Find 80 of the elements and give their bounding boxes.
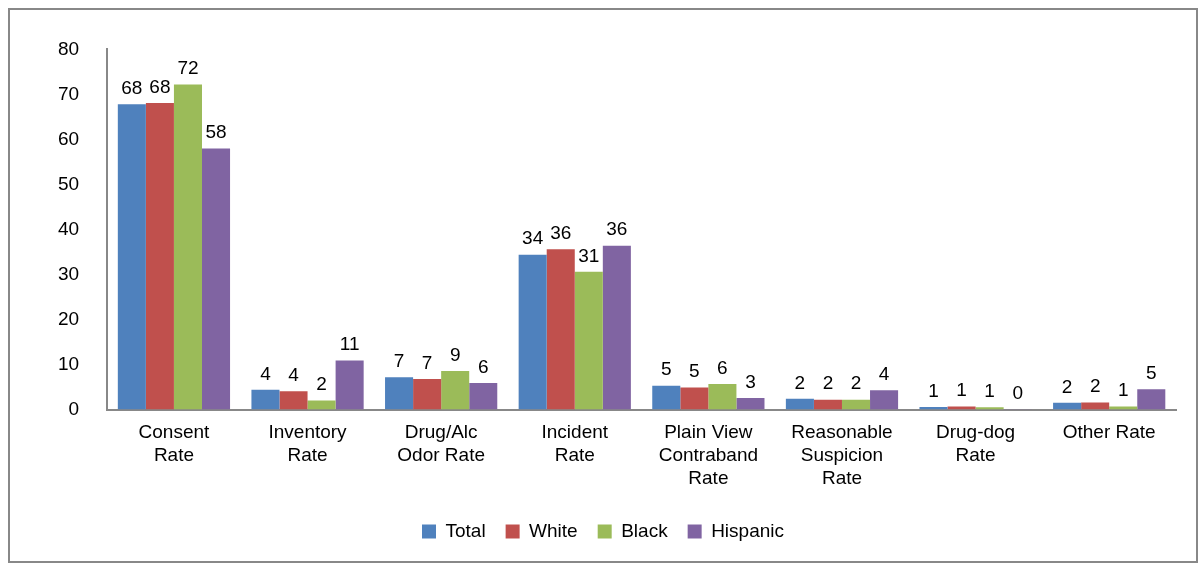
data-label: 68 [121,77,143,99]
bar [518,254,547,410]
data-label: 2 [1061,375,1073,397]
x-tick-label: Consent Rate [138,421,211,466]
data-label: 7 [393,349,405,371]
bar [145,102,174,410]
data-label: 3 [745,370,756,392]
data-label: 1 [928,379,939,401]
bar [385,377,414,410]
legend-label: Total [445,519,486,541]
data-label: 6 [717,356,728,378]
x-tick-label: Plain View Contraband Rate [658,421,759,488]
data-label: 1 [1117,379,1129,401]
data-label: 6 [477,355,489,377]
data-label: 34 [522,227,544,249]
data-label: 1 [984,380,995,402]
data-label: 5 [1145,362,1157,384]
bar [413,378,442,410]
bar [841,399,871,410]
bar [279,391,308,410]
data-label: 68 [149,75,171,97]
bar [441,370,470,410]
x-tick-label: Drug/Alc Odor Rate [397,421,485,466]
bar [602,245,631,410]
data-label: 9 [449,343,461,365]
data-label: 1 [956,379,967,401]
data-label: 2 [316,373,327,395]
data-label: 2 [1089,375,1101,397]
bar [335,360,364,410]
data-label: 11 [339,333,360,355]
data-label: 4 [288,363,300,385]
data-label: 4 [260,362,272,384]
bar [117,104,146,410]
bar [1137,389,1166,410]
y-tick-label: 70 [57,82,80,104]
bar [652,385,681,410]
y-tick-label: 20 [57,307,80,329]
y-tick-label: 80 [57,37,80,59]
data-label: 72 [177,57,199,79]
data-label: 7 [421,351,433,373]
bar [173,84,202,410]
y-tick-label: 0 [68,397,80,419]
data-label: 58 [205,121,227,143]
y-tick-label: 10 [57,352,80,374]
bar [469,383,498,410]
bar [202,148,231,410]
bar [708,383,737,410]
y-tick-label: 50 [57,172,80,194]
x-tick-label: Drug-dog Rate [935,421,1016,466]
bar [1081,402,1110,410]
x-tick-label: Incident Rate [541,421,609,466]
y-tick-label: 60 [57,127,80,149]
data-label: 5 [689,360,700,382]
bar [813,399,842,410]
x-tick-label: Other Rate [1062,421,1156,443]
x-tick-label: Inventory Rate [268,421,348,466]
data-label: 2 [794,371,806,393]
legend-label: Black [621,519,669,541]
bar [574,271,603,410]
legend-label: White [529,519,578,541]
bar [546,249,575,410]
data-label: 31 [578,244,600,266]
data-label: 5 [661,358,672,380]
y-tick-label: 30 [57,262,80,284]
data-label: 2 [850,372,862,394]
bar [251,389,280,410]
y-tick-label: 40 [57,217,80,239]
data-label: 4 [878,362,890,384]
bar [680,387,709,410]
data-label: 0 [1012,381,1023,403]
data-label: 2 [822,372,834,394]
data-label: 36 [550,222,572,244]
bar [947,406,976,410]
bar [785,398,814,410]
x-tick-label: Reasonable Suspicion Rate [791,421,893,488]
bar [1109,406,1138,410]
bar [736,397,765,410]
bar [870,390,899,410]
legend-label: Hispanic [711,519,785,541]
data-label: 36 [606,218,628,240]
